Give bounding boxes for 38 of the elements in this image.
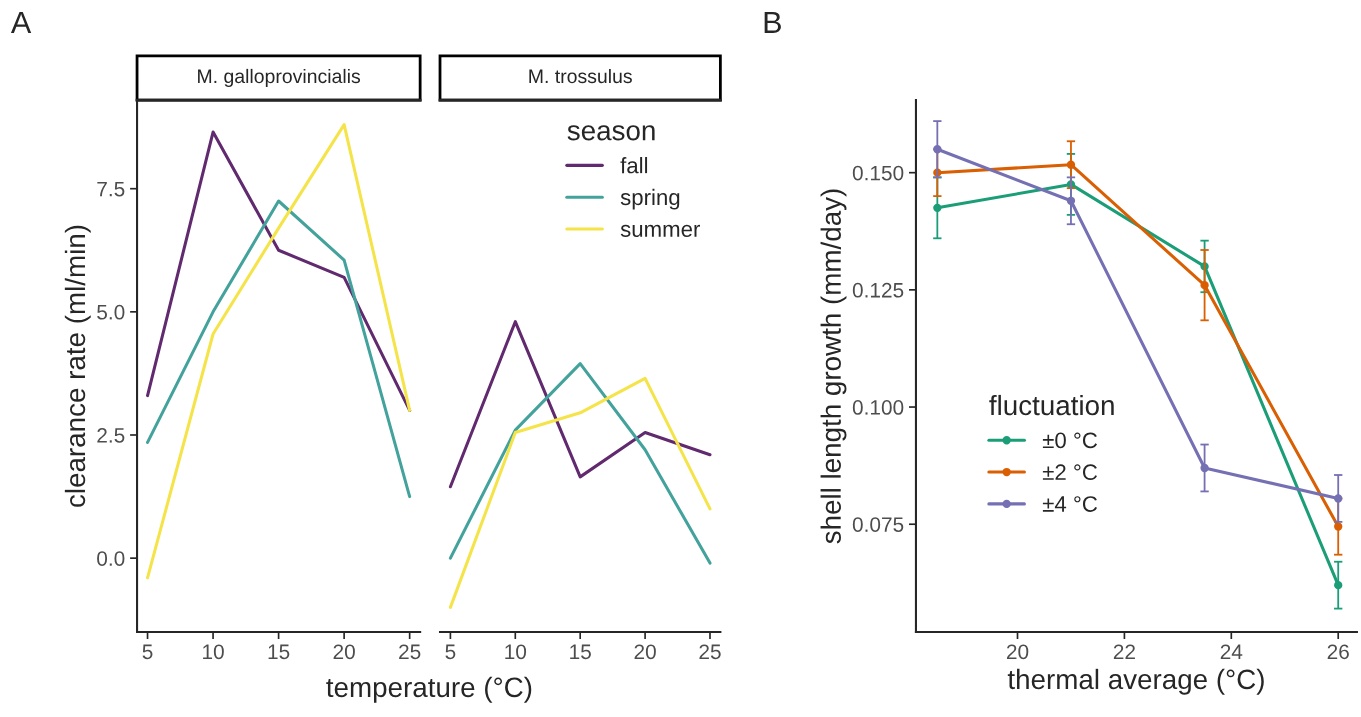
- y-axis-title: shell length growth (mm/day): [820, 189, 847, 544]
- legend-label: ±0 °C: [1042, 432, 1098, 449]
- y-tick-label: 0.0: [97, 551, 125, 566]
- chart-title: M. trossulus: [529, 68, 632, 84]
- y-axis-title: clearance rate (ml/min): [64, 225, 91, 507]
- legend-label: ±4 °C: [1042, 496, 1098, 512]
- x-axis-title: temperature (°C): [326, 676, 532, 703]
- x-tick-label: 24: [1220, 644, 1243, 659]
- x-tick-label: 22: [1113, 644, 1135, 659]
- y-tick-label: 5.0: [97, 304, 125, 320]
- y-tick-label: 0.150: [852, 165, 904, 181]
- legend-label: ±2 °C: [1042, 464, 1098, 481]
- y-tick-label: 0.100: [852, 400, 904, 415]
- legend-label: fall: [620, 157, 648, 174]
- x-tick-label: 15: [268, 644, 290, 660]
- legend-title: season: [567, 125, 655, 141]
- x-tick-label: 20: [333, 644, 355, 660]
- legend-label: spring: [620, 188, 680, 210]
- x-tick-label: 10: [203, 644, 224, 660]
- text: A: [10, 11, 32, 33]
- x-tick-label: 15: [570, 644, 591, 660]
- x-tick-label: 26: [1327, 644, 1349, 660]
- text: B: [764, 11, 781, 33]
- x-axis-title: thermal average (°C): [1007, 668, 1264, 695]
- y-tick-label: 0.075: [852, 517, 904, 532]
- x-tick-label: 5: [445, 644, 456, 660]
- x-tick-label: 25: [699, 644, 721, 660]
- x-tick-label: 25: [399, 644, 421, 660]
- y-tick-label: 0.125: [852, 282, 904, 298]
- y-tick-label: 7.5: [97, 181, 125, 197]
- y-tick-label: 2.5: [97, 427, 125, 443]
- x-tick-label: 5: [142, 644, 153, 660]
- chart-title: M. galloprovincialis: [198, 68, 361, 88]
- legend-title: fluctuation: [989, 394, 1114, 416]
- x-tick-label: 20: [1006, 644, 1029, 660]
- x-tick-label: 10: [505, 644, 527, 660]
- legend-label: summer: [620, 224, 701, 237]
- x-tick-label: 20: [634, 644, 656, 660]
